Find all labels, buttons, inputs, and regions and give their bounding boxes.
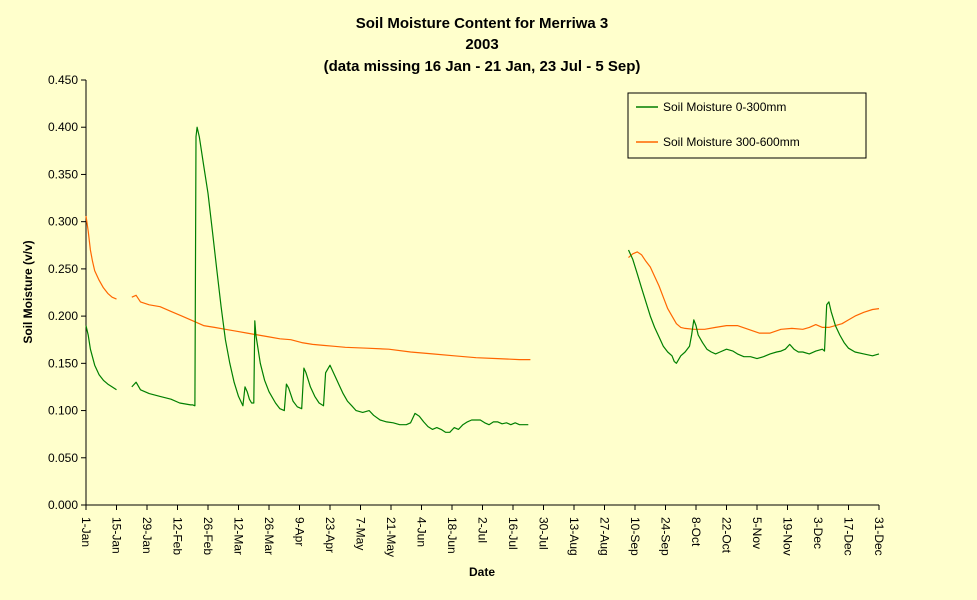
x-tick-label: 1-Jan	[79, 517, 93, 547]
x-tick-label: 12-Mar	[232, 517, 246, 555]
y-tick-label: 0.050	[48, 451, 78, 465]
x-tick-label: 21-May	[384, 517, 398, 557]
x-tick-label: 30-Jul	[537, 517, 551, 550]
legend-box	[627, 92, 867, 159]
x-tick-label: 31-Dec	[872, 517, 886, 556]
x-tick-label: 13-Aug	[567, 517, 581, 556]
series-0-300mm-line	[627, 249, 880, 364]
x-tick-label: 19-Nov	[781, 517, 795, 556]
y-tick-label: 0.350	[48, 167, 78, 181]
x-tick-label: 3-Dec	[811, 517, 825, 549]
x-tick-label: 2-Jul	[476, 517, 490, 543]
x-tick-label: 7-May	[354, 517, 368, 550]
y-axis-ticks: 0.000 0.050 0.100 0.150 0.200 0.250 0.300 0.350…	[48, 73, 86, 512]
x-tick-label: 26-Feb	[201, 517, 215, 555]
legend: Soil Moisture 0-300mm Soil Moisture 300-…	[627, 92, 867, 159]
series-300-600mm-line	[131, 294, 531, 361]
x-tick-label: 29-Jan	[140, 517, 154, 554]
chart-title: Soil Moisture Content for Merriwa 3	[356, 15, 609, 32]
series-0-300mm-line	[131, 126, 529, 433]
y-tick-label: 0.300	[48, 215, 78, 229]
x-tick-label: 15-Jan	[110, 517, 124, 554]
y-tick-label: 0.250	[48, 262, 78, 276]
y-tick-label: 0.000	[48, 498, 78, 512]
y-tick-label: 0.150	[48, 356, 78, 370]
x-tick-label: 8-Oct	[689, 517, 703, 547]
x-tick-label: 9-Apr	[293, 517, 307, 546]
x-tick-label: 23-Apr	[323, 517, 337, 553]
series-300-600mm-line	[628, 251, 880, 334]
x-tick-label: 4-Jun	[415, 517, 429, 547]
legend-label-300-600: Soil Moisture 300-600mm	[663, 135, 800, 149]
x-tick-label: 24-Sep	[659, 517, 673, 556]
x-tick-label: 10-Sep	[628, 517, 642, 556]
y-tick-label: 0.100	[48, 404, 78, 418]
x-tick-label: 27-Aug	[598, 517, 612, 556]
series-300-600mm-line	[85, 215, 117, 300]
y-tick-label: 0.200	[48, 309, 78, 323]
x-tick-label: 16-Jul	[506, 517, 520, 550]
x-axis-title: Date	[469, 565, 495, 579]
x-axis-ticks: 1-Jan 15-Jan 29-Jan 12-Feb 26-Feb 12-Mar 26-Ma…	[79, 505, 886, 557]
x-tick-label: 18-Jun	[445, 517, 459, 554]
legend-label-0-300: Soil Moisture 0-300mm	[663, 100, 786, 114]
x-tick-label: 17-Dec	[842, 517, 856, 556]
x-tick-label: 26-Mar	[262, 517, 276, 555]
series-layer	[85, 126, 880, 433]
y-tick-label: 0.400	[48, 120, 78, 134]
series-0-300mm-line	[85, 325, 117, 391]
x-tick-label: 12-Feb	[171, 517, 185, 555]
chart-note: (data missing 16 Jan - 21 Jan, 23 Jul - …	[324, 58, 641, 75]
chart-subtitle: 2003	[465, 36, 498, 53]
y-tick-label: 0.450	[48, 73, 78, 87]
y-axis-title: Soil Moisture (v/v)	[21, 240, 35, 343]
x-tick-label: 22-Oct	[720, 517, 734, 554]
x-tick-label: 5-Nov	[750, 517, 764, 549]
